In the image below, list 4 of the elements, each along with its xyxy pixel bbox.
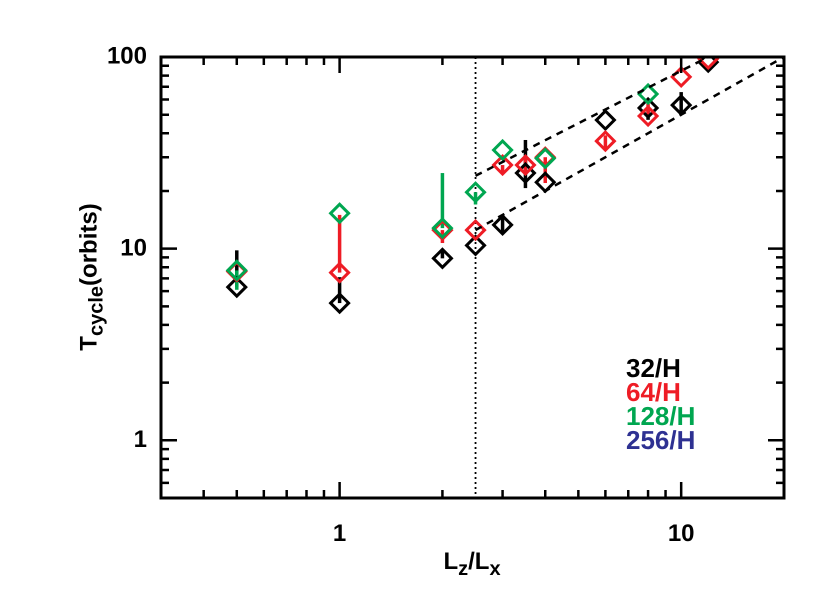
y-tick-label: 10 (120, 234, 147, 262)
y-tick-label: 100 (106, 42, 147, 70)
x-axis-title: L$_{z}$/L$_{x}$ (443, 548, 501, 581)
y-tick-label: 1 (134, 426, 147, 453)
